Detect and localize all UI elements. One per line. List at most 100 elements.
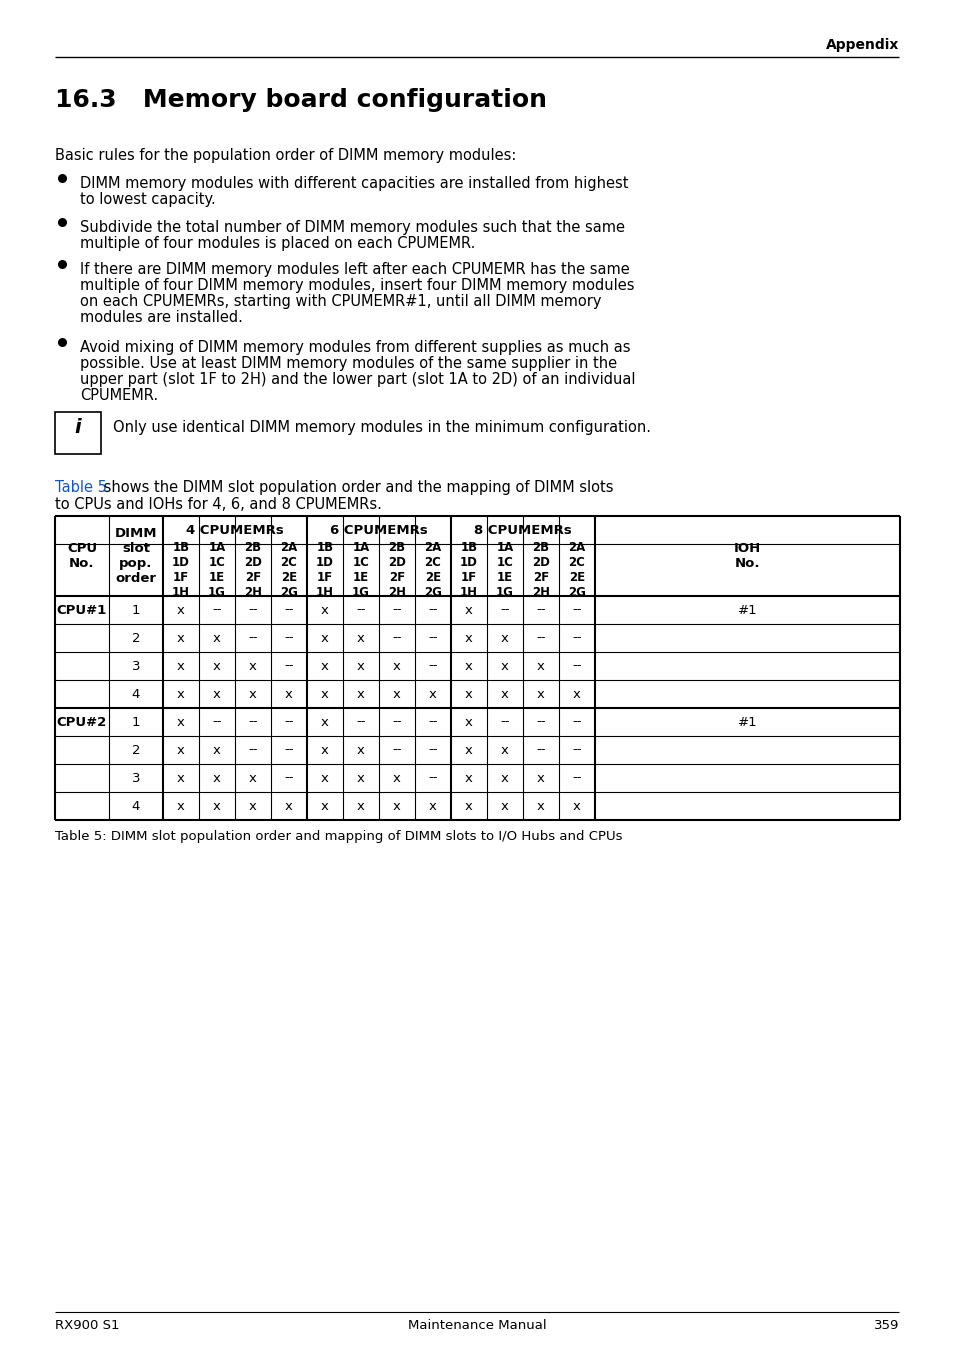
Text: x: x bbox=[356, 660, 365, 673]
Text: x: x bbox=[393, 800, 400, 812]
Text: x: x bbox=[177, 715, 185, 728]
Text: x: x bbox=[177, 631, 185, 645]
Text: x: x bbox=[573, 800, 580, 812]
Text: x: x bbox=[213, 631, 221, 645]
Text: x: x bbox=[537, 688, 544, 700]
Text: --: -- bbox=[428, 631, 437, 645]
Text: x: x bbox=[285, 688, 293, 700]
Text: x: x bbox=[321, 743, 329, 757]
Text: x: x bbox=[429, 688, 436, 700]
Text: x: x bbox=[249, 688, 256, 700]
Text: 1A
1C
1E
1G: 1A 1C 1E 1G bbox=[352, 541, 370, 599]
Text: x: x bbox=[537, 772, 544, 785]
Text: x: x bbox=[321, 688, 329, 700]
Text: x: x bbox=[464, 800, 473, 812]
Text: --: -- bbox=[428, 743, 437, 757]
Text: x: x bbox=[321, 800, 329, 812]
Text: x: x bbox=[393, 660, 400, 673]
Text: 2B
2D
2F
2H: 2B 2D 2F 2H bbox=[388, 541, 406, 599]
Text: 1B
1D
1F
1H: 1B 1D 1F 1H bbox=[459, 541, 477, 599]
Text: --: -- bbox=[284, 772, 294, 785]
Text: --: -- bbox=[284, 660, 294, 673]
Text: x: x bbox=[321, 603, 329, 616]
Text: 3: 3 bbox=[132, 660, 140, 673]
Text: x: x bbox=[285, 800, 293, 812]
Text: x: x bbox=[464, 688, 473, 700]
Text: CPU#1: CPU#1 bbox=[57, 603, 107, 616]
Text: 4 CPUMEMRs: 4 CPUMEMRs bbox=[186, 523, 284, 537]
Text: x: x bbox=[464, 743, 473, 757]
Text: on each CPUMEMRs, starting with CPUMEMR#1, until all DIMM memory: on each CPUMEMRs, starting with CPUMEMR#… bbox=[80, 294, 601, 309]
Text: --: -- bbox=[536, 603, 545, 616]
Text: --: -- bbox=[499, 603, 509, 616]
Text: Subdivide the total number of DIMM memory modules such that the same: Subdivide the total number of DIMM memor… bbox=[80, 220, 624, 235]
Text: shows the DIMM slot population order and the mapping of DIMM slots: shows the DIMM slot population order and… bbox=[99, 480, 613, 495]
Text: --: -- bbox=[248, 715, 257, 728]
Text: 6 CPUMEMRs: 6 CPUMEMRs bbox=[330, 523, 428, 537]
Text: x: x bbox=[356, 800, 365, 812]
Text: x: x bbox=[500, 800, 508, 812]
Text: x: x bbox=[177, 660, 185, 673]
Text: --: -- bbox=[392, 715, 401, 728]
Text: x: x bbox=[537, 800, 544, 812]
Text: --: -- bbox=[428, 715, 437, 728]
Text: If there are DIMM memory modules left after each CPUMEMR has the same: If there are DIMM memory modules left af… bbox=[80, 262, 629, 277]
Text: 1A
1C
1E
1G: 1A 1C 1E 1G bbox=[208, 541, 226, 599]
Text: 1: 1 bbox=[132, 603, 140, 616]
Text: 2: 2 bbox=[132, 743, 140, 757]
Text: x: x bbox=[249, 800, 256, 812]
Text: to CPUs and IOHs for 4, 6, and 8 CPUMEMRs.: to CPUs and IOHs for 4, 6, and 8 CPUMEMR… bbox=[55, 496, 381, 513]
Text: x: x bbox=[500, 631, 508, 645]
Text: RX900 S1: RX900 S1 bbox=[55, 1319, 119, 1331]
Text: --: -- bbox=[536, 715, 545, 728]
Text: x: x bbox=[321, 772, 329, 785]
Text: --: -- bbox=[212, 603, 221, 616]
Text: 16.3   Memory board configuration: 16.3 Memory board configuration bbox=[55, 88, 546, 112]
Text: x: x bbox=[177, 772, 185, 785]
Text: Table 5: DIMM slot population order and mapping of DIMM slots to I/O Hubs and CP: Table 5: DIMM slot population order and … bbox=[55, 830, 622, 843]
Text: x: x bbox=[500, 772, 508, 785]
Text: multiple of four modules is placed on each CPUMEMR.: multiple of four modules is placed on ea… bbox=[80, 236, 475, 251]
Text: --: -- bbox=[248, 603, 257, 616]
Text: x: x bbox=[393, 688, 400, 700]
Text: x: x bbox=[177, 688, 185, 700]
Text: CPU
No.: CPU No. bbox=[67, 542, 97, 571]
Text: upper part (slot 1F to 2H) and the lower part (slot 1A to 2D) of an individual: upper part (slot 1F to 2H) and the lower… bbox=[80, 372, 635, 387]
Text: --: -- bbox=[284, 631, 294, 645]
Text: --: -- bbox=[572, 660, 581, 673]
Text: 1: 1 bbox=[132, 715, 140, 728]
Text: Table 5: Table 5 bbox=[55, 480, 107, 495]
Text: 2A
2C
2E
2G: 2A 2C 2E 2G bbox=[280, 541, 297, 599]
Text: x: x bbox=[356, 743, 365, 757]
Text: x: x bbox=[249, 660, 256, 673]
Text: i: i bbox=[74, 418, 81, 437]
Text: 2B
2D
2F
2H: 2B 2D 2F 2H bbox=[244, 541, 262, 599]
Text: --: -- bbox=[355, 603, 365, 616]
Text: --: -- bbox=[284, 715, 294, 728]
Text: #1: #1 bbox=[737, 603, 757, 616]
Text: --: -- bbox=[428, 660, 437, 673]
Text: --: -- bbox=[392, 603, 401, 616]
Text: x: x bbox=[356, 688, 365, 700]
Text: 1A
1C
1E
1G: 1A 1C 1E 1G bbox=[496, 541, 514, 599]
Text: 359: 359 bbox=[873, 1319, 898, 1331]
Text: --: -- bbox=[212, 715, 221, 728]
Text: x: x bbox=[537, 660, 544, 673]
FancyBboxPatch shape bbox=[55, 411, 101, 455]
Text: x: x bbox=[356, 772, 365, 785]
Text: IOH
No.: IOH No. bbox=[733, 542, 760, 571]
Text: x: x bbox=[573, 688, 580, 700]
Text: 2: 2 bbox=[132, 631, 140, 645]
Text: multiple of four DIMM memory modules, insert four DIMM memory modules: multiple of four DIMM memory modules, in… bbox=[80, 278, 634, 293]
Text: --: -- bbox=[572, 603, 581, 616]
Text: --: -- bbox=[572, 772, 581, 785]
Text: Avoid mixing of DIMM memory modules from different supplies as much as: Avoid mixing of DIMM memory modules from… bbox=[80, 340, 630, 355]
Text: x: x bbox=[213, 772, 221, 785]
Text: x: x bbox=[464, 631, 473, 645]
Text: x: x bbox=[393, 772, 400, 785]
Text: --: -- bbox=[499, 715, 509, 728]
Text: 2A
2C
2E
2G: 2A 2C 2E 2G bbox=[424, 541, 441, 599]
Text: Only use identical DIMM memory modules in the minimum configuration.: Only use identical DIMM memory modules i… bbox=[112, 420, 650, 434]
Text: --: -- bbox=[572, 743, 581, 757]
Text: 3: 3 bbox=[132, 772, 140, 785]
